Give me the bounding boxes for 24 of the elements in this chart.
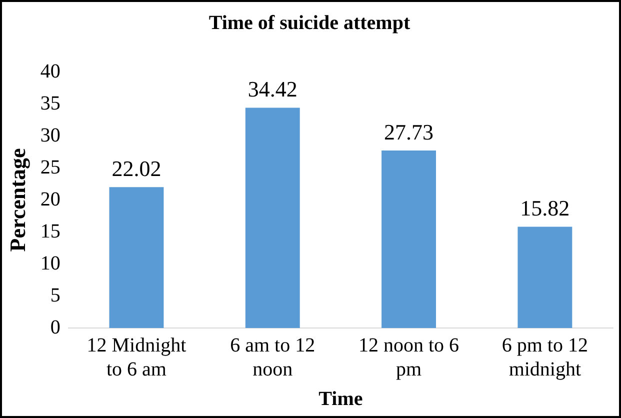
bar (245, 108, 300, 328)
bar (382, 150, 436, 328)
bar (518, 226, 572, 328)
y-axis-title: Percentage (4, 148, 30, 252)
x-axis-title: Time (318, 388, 363, 410)
x-tick-label: 6 am to 12 noon (230, 334, 316, 380)
y-tick-label: 40 (40, 60, 60, 82)
y-tick-label: 20 (40, 188, 60, 210)
y-tick-label: 30 (40, 124, 60, 146)
data-label: 27.73 (384, 119, 434, 144)
data-label: 22.02 (112, 156, 162, 181)
x-tick-label: 12 Midnight to 6 am (86, 334, 187, 380)
x-tick-label: 6 pm to 12 midnight (502, 334, 588, 380)
y-tick-label: 0 (50, 316, 60, 338)
y-tick-label: 15 (40, 220, 60, 242)
x-tick-label: 12 noon to 6 pm (358, 334, 460, 380)
chart-title: Time of suicide attempt (208, 12, 410, 34)
data-label: 34.42 (248, 76, 298, 102)
y-tick-label: 5 (50, 284, 60, 306)
data-label: 15.82 (520, 196, 570, 221)
y-tick-label: 10 (40, 252, 60, 274)
y-tick-label: 35 (40, 92, 60, 114)
y-tick-label: 25 (40, 156, 60, 178)
bar (109, 187, 164, 328)
